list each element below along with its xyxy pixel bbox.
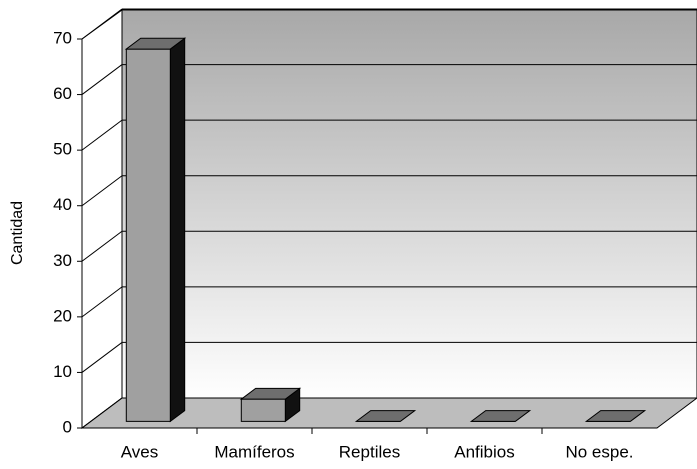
y-tick-label: 50: [53, 140, 72, 159]
bar: [354, 410, 417, 422]
grid: [81, 8, 697, 429]
y-tick-label: 60: [53, 84, 72, 103]
y-tick-label: 10: [53, 362, 72, 381]
y-tick-label: 30: [53, 251, 72, 270]
side-wall: [81, 9, 123, 429]
y-tick-label: 70: [53, 28, 72, 47]
grid-line: [81, 230, 123, 262]
bars: [124, 37, 647, 423]
bar: [584, 410, 647, 422]
y-axis-label: Cantidad: [9, 201, 26, 265]
grid-line: [81, 64, 123, 95]
y-tick-label: 20: [53, 306, 72, 325]
x-tick-label: Anfibios: [454, 442, 514, 461]
grid-line: [81, 175, 123, 207]
grid-line: [81, 286, 123, 318]
bar: [469, 410, 532, 422]
x-tick-label: Aves: [121, 442, 159, 461]
x-tick-label: Reptiles: [339, 442, 400, 461]
bar-front: [125, 48, 171, 422]
grid-line: [81, 8, 123, 40]
bar-top: [354, 410, 417, 422]
bar-side: [169, 37, 186, 423]
x-tick-label: No espe.: [565, 442, 633, 461]
bar-top: [239, 387, 302, 400]
bar-top: [469, 410, 532, 422]
grid-line: [81, 119, 123, 151]
bar: [239, 387, 302, 423]
grid-line: [81, 397, 123, 429]
x-tick-label: Mamíferos: [214, 442, 294, 461]
bar: [124, 37, 187, 423]
bar-front: [240, 398, 286, 422]
y-tick-label: 40: [53, 195, 72, 214]
y-tick-label: 0: [63, 417, 72, 436]
bar-top: [584, 410, 647, 422]
grid-line: [81, 342, 123, 373]
bar-top: [124, 37, 187, 50]
back-wall: [121, 9, 697, 399]
